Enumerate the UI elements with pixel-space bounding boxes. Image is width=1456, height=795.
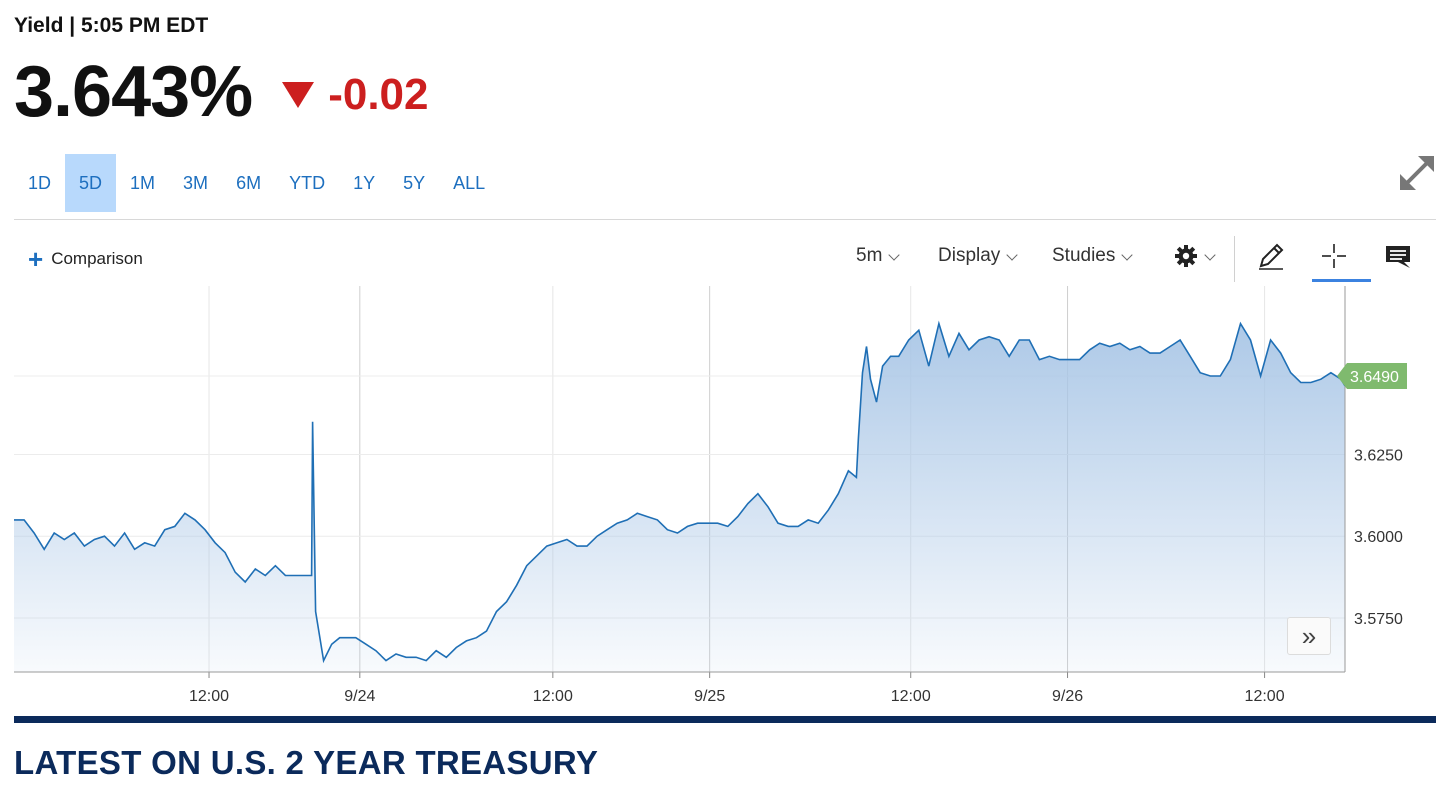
- down-triangle-icon: [282, 82, 315, 108]
- comment-icon: [1386, 246, 1410, 268]
- tab-ytd[interactable]: YTD: [289, 172, 326, 193]
- crosshair-active-indicator: [1312, 279, 1371, 282]
- chevron-down-icon: [1121, 249, 1134, 261]
- x-tick-label: 12:00: [891, 688, 931, 705]
- quote-time: 5:05 PM EDT: [80, 14, 209, 37]
- x-tick-label: 9/26: [1052, 688, 1083, 705]
- interval-dropdown[interactable]: 5m: [856, 236, 901, 276]
- tab-all[interactable]: ALL: [453, 172, 486, 193]
- studies-label: Studies: [1052, 245, 1116, 266]
- display-dropdown[interactable]: Display: [938, 236, 1018, 276]
- yield-chart[interactable]: 12:00 9/24 12:00 9/25 12:00 9/26 12:00 3.5750 3.…: [0, 286, 1456, 716]
- last-value-label: 3.6490: [1350, 369, 1399, 386]
- comparison-label: Comparison: [51, 249, 143, 268]
- tab-5d[interactable]: 5D: [65, 154, 117, 212]
- tab-1m[interactable]: 1M: [130, 172, 156, 193]
- x-tick-label: 9/24: [344, 688, 375, 705]
- draw-button[interactable]: [1256, 236, 1286, 276]
- comment-button[interactable]: [1384, 236, 1412, 276]
- section-divider: [14, 716, 1436, 723]
- x-tick-label: 9/25: [694, 688, 725, 705]
- change-value: -0.02: [328, 70, 429, 119]
- studies-dropdown[interactable]: Studies: [1052, 236, 1134, 276]
- crosshair-icon: [1322, 244, 1346, 268]
- range-tabs: 1D 5D 1M 3M 6M YTD 1Y 5Y ALL: [14, 154, 499, 212]
- y-tick-label: 3.6250: [1354, 447, 1403, 464]
- quote-header: Yield | 5:05 PM EDT: [14, 14, 208, 38]
- tab-5y[interactable]: 5Y: [403, 172, 426, 193]
- x-tick-label: 12:00: [533, 688, 573, 705]
- x-tick-label: 12:00: [189, 688, 229, 705]
- tab-1d[interactable]: 1D: [28, 172, 52, 193]
- last-value-marker: 3.6490: [1337, 362, 1407, 389]
- divider: [14, 219, 1436, 220]
- y-tick-label: 3.6000: [1354, 529, 1403, 546]
- crosshair-button[interactable]: [1320, 236, 1348, 276]
- yield-area: [14, 323, 1345, 672]
- yield-label: Yield: [14, 14, 64, 37]
- interval-label: 5m: [856, 245, 883, 266]
- section-title: LATEST ON U.S. 2 YEAR TREASURY: [14, 744, 599, 781]
- expand-icon[interactable]: [1398, 154, 1436, 192]
- header-separator: |: [69, 14, 76, 37]
- yield-line: [14, 320, 1346, 664]
- pencil-draw-icon: [1259, 243, 1284, 270]
- plus-icon: +: [28, 244, 44, 274]
- tab-3m[interactable]: 3M: [183, 172, 209, 193]
- display-label: Display: [938, 245, 1001, 266]
- y-tick-label: 3.5750: [1354, 611, 1403, 628]
- chevron-down-icon: [1006, 249, 1018, 261]
- chart-toolbar: 5m Display Studies: [0, 236, 1456, 284]
- settings-gear-icon: [1175, 245, 1197, 267]
- price-change: -0.02: [282, 70, 429, 120]
- yield-value: 3.643%: [14, 52, 253, 132]
- x-tick-label: 12:00: [1245, 688, 1285, 705]
- toolbar-separator: [1234, 236, 1235, 282]
- scroll-to-latest-button[interactable]: »: [1287, 617, 1331, 655]
- chevron-down-icon: [888, 249, 901, 261]
- tab-6m[interactable]: 6M: [236, 172, 262, 193]
- quote-row: 3.643% -0.02: [14, 52, 429, 132]
- comparison-button[interactable]: + Comparison: [28, 244, 143, 274]
- tab-1y[interactable]: 1Y: [353, 172, 376, 193]
- chevron-down-icon: [1204, 249, 1216, 261]
- settings-dropdown[interactable]: [1174, 236, 1216, 276]
